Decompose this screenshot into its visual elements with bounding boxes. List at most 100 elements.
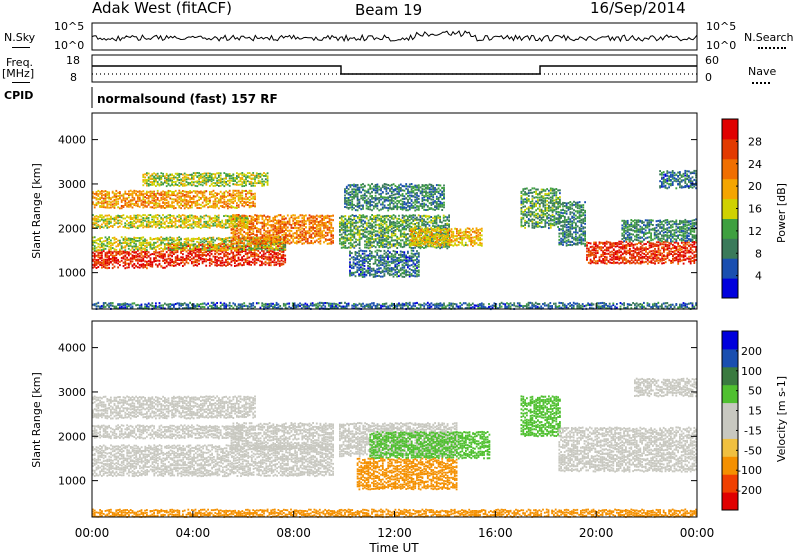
power-cell <box>436 236 439 239</box>
power-cell <box>248 251 251 254</box>
power-cell <box>383 231 386 234</box>
power-cell <box>323 215 325 218</box>
power-cell <box>259 180 262 183</box>
power-cell <box>192 195 195 198</box>
power-cell <box>214 198 217 201</box>
power-cell <box>97 195 100 197</box>
power-cell <box>187 200 190 203</box>
power-cell <box>203 199 206 202</box>
power-cell <box>97 193 100 196</box>
power-cell <box>178 195 181 198</box>
power-cell <box>235 247 238 250</box>
power-cell <box>340 241 343 244</box>
power-cell <box>203 244 206 247</box>
power-cell <box>389 188 391 191</box>
power-cell <box>385 196 388 199</box>
power-cell <box>426 215 429 218</box>
power-cell <box>268 244 270 247</box>
power-cell <box>182 173 184 176</box>
power-cell <box>448 219 450 222</box>
power-cell <box>164 253 166 256</box>
power-cell <box>93 256 96 259</box>
power-cell <box>369 239 372 242</box>
power-cell <box>420 244 423 247</box>
power-cell <box>319 226 322 229</box>
power-cell <box>219 190 222 193</box>
power-cell <box>446 247 449 250</box>
power-cell <box>373 245 375 248</box>
power-cell <box>129 193 132 196</box>
power-cell <box>221 178 224 181</box>
power-cell <box>437 214 440 217</box>
power-cell <box>349 193 352 196</box>
power-cell <box>390 183 393 186</box>
power-cell <box>459 228 462 231</box>
power-cell <box>200 207 202 210</box>
power-cell <box>111 267 114 270</box>
power-cell <box>124 262 127 265</box>
power-cell <box>250 255 252 258</box>
power-cell <box>196 255 199 258</box>
power-cell <box>128 252 130 255</box>
power-cell <box>257 244 260 247</box>
power-cell <box>424 214 427 217</box>
power-cell <box>253 255 256 258</box>
power-cell <box>244 248 247 251</box>
power-cell <box>443 231 446 233</box>
power-cell <box>106 251 109 254</box>
power-cell <box>360 194 363 197</box>
power-cell <box>344 229 347 232</box>
power-cell <box>187 226 189 229</box>
power-cell <box>225 243 227 246</box>
power-cell <box>196 225 198 228</box>
power-cell <box>276 233 278 236</box>
power-cell <box>233 219 236 222</box>
power-cell <box>137 253 139 256</box>
power-cell <box>376 183 379 186</box>
power-cell <box>263 172 265 174</box>
power-cell <box>274 229 276 232</box>
power-cell <box>237 245 240 248</box>
power-cell <box>427 236 430 238</box>
power-cell <box>262 246 265 249</box>
power-cell <box>190 239 193 242</box>
power-cell <box>363 184 366 187</box>
power-cell <box>137 205 139 208</box>
power-cell <box>214 250 217 253</box>
power-cell <box>187 207 190 210</box>
power-cell <box>212 248 215 251</box>
power-cell <box>244 227 247 229</box>
power-cell <box>160 191 163 194</box>
power-cell <box>390 194 393 197</box>
power-cell <box>162 237 164 240</box>
power-cell <box>194 215 197 218</box>
power-cell <box>282 253 285 256</box>
power-cell <box>158 214 161 217</box>
power-cell <box>185 256 188 259</box>
power-cell <box>173 207 175 210</box>
power-cell <box>255 174 258 177</box>
power-cell <box>226 226 229 229</box>
power-cell <box>369 199 372 202</box>
power-cell <box>385 235 388 238</box>
power-cell <box>330 238 333 241</box>
power-cell <box>93 192 96 195</box>
power-cell <box>417 214 420 217</box>
power-cell <box>167 243 170 246</box>
power-cell <box>126 215 128 218</box>
power-cell <box>145 246 148 249</box>
power-cell <box>135 258 137 261</box>
power-cell <box>119 191 121 193</box>
power-cell <box>93 262 96 265</box>
power-cell <box>390 232 393 235</box>
power-cell <box>146 252 148 255</box>
power-cell <box>236 232 238 235</box>
power-cell <box>180 247 182 250</box>
power-cell <box>353 188 355 191</box>
power-cell <box>250 263 252 266</box>
power-cell <box>345 200 348 203</box>
power-cell <box>274 227 276 230</box>
power-cell <box>221 226 224 229</box>
power-cell <box>266 256 269 259</box>
power-cell <box>382 238 384 241</box>
